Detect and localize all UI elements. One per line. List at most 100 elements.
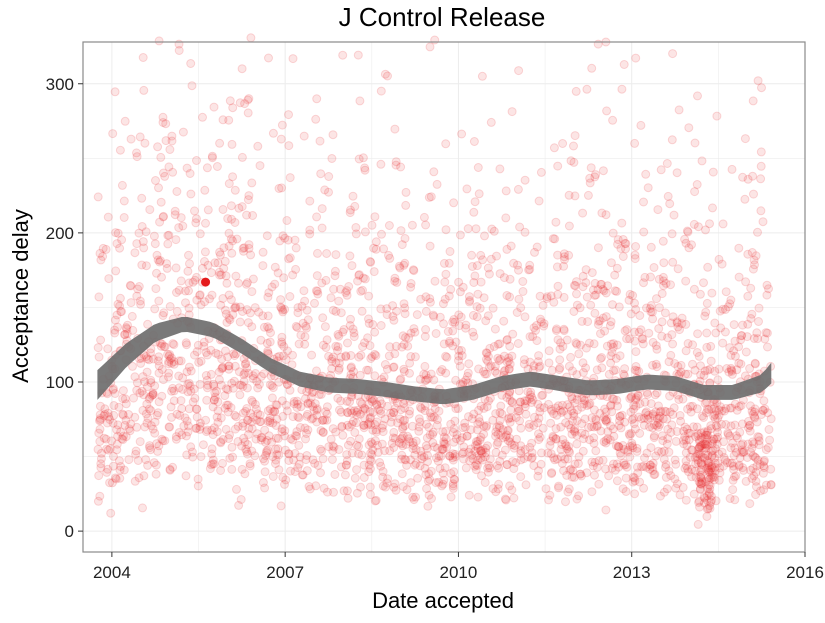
scatter-point bbox=[675, 490, 685, 500]
scatter-point bbox=[587, 63, 597, 73]
scatter-point bbox=[318, 340, 328, 350]
scatter-point bbox=[578, 282, 588, 292]
scatter-point bbox=[717, 447, 727, 457]
scatter-point bbox=[218, 294, 228, 303]
scatter-point bbox=[95, 491, 105, 501]
scatter-point bbox=[559, 252, 569, 262]
scatter-point bbox=[109, 451, 118, 461]
scatter-point bbox=[495, 416, 505, 426]
scatter-point bbox=[730, 336, 740, 346]
scatter-point bbox=[486, 117, 496, 127]
scatter-point bbox=[150, 304, 160, 314]
scatter-point bbox=[164, 351, 174, 361]
scatter-point bbox=[495, 408, 505, 417]
scatter-point bbox=[154, 397, 164, 407]
scatter-point bbox=[243, 415, 253, 425]
scatter-point bbox=[657, 331, 667, 341]
scatter-point bbox=[208, 459, 218, 469]
scatter-point bbox=[278, 305, 288, 315]
scatter-point bbox=[730, 399, 740, 409]
scatter-point bbox=[317, 446, 327, 456]
y-axis-title: Acceptance delay bbox=[8, 209, 33, 383]
scatter-point bbox=[365, 482, 375, 492]
scatter-point bbox=[709, 435, 719, 445]
scatter-point bbox=[725, 494, 735, 503]
scatter-point bbox=[658, 272, 668, 282]
scatter-point bbox=[172, 306, 182, 316]
scatter-point bbox=[754, 303, 764, 313]
scatter-point bbox=[209, 459, 219, 469]
scatter-point bbox=[367, 439, 377, 449]
scatter-point bbox=[503, 426, 512, 436]
scatter-point bbox=[646, 301, 656, 310]
scatter-point bbox=[138, 53, 148, 62]
scatter-point bbox=[271, 421, 281, 430]
scatter-point bbox=[539, 321, 549, 331]
scatter-point bbox=[333, 346, 342, 355]
scatter-point bbox=[279, 351, 288, 361]
scatter-point bbox=[360, 414, 370, 423]
scatter-point bbox=[334, 296, 344, 306]
scatter-point bbox=[307, 414, 316, 424]
scatter-point bbox=[171, 235, 181, 245]
scatter-point bbox=[705, 503, 715, 513]
scatter-point bbox=[477, 448, 487, 458]
scatter-point bbox=[475, 435, 485, 445]
scatter-point bbox=[614, 462, 624, 472]
scatter-point bbox=[512, 308, 522, 317]
scatter-point bbox=[666, 280, 675, 290]
scatter-point bbox=[360, 274, 370, 284]
scatter-point bbox=[636, 120, 646, 130]
scatter-point bbox=[292, 431, 302, 441]
scatter-point bbox=[527, 398, 537, 407]
scatter-point bbox=[628, 472, 638, 482]
scatter-point bbox=[625, 452, 635, 462]
scatter-point bbox=[568, 366, 577, 376]
scatter-point bbox=[628, 443, 638, 453]
scatter-point bbox=[753, 334, 763, 344]
scatter-point bbox=[252, 429, 262, 439]
scatter-point bbox=[128, 325, 138, 335]
scatter-point bbox=[659, 276, 668, 286]
scatter-point bbox=[560, 454, 570, 464]
scatter-point bbox=[694, 442, 704, 452]
scatter-point bbox=[224, 364, 234, 374]
scatter-point bbox=[460, 418, 470, 428]
scatter-point bbox=[313, 248, 322, 258]
scatter-point bbox=[328, 130, 338, 140]
scatter-point bbox=[521, 480, 531, 490]
scatter-point bbox=[116, 307, 126, 317]
scatter-point bbox=[108, 418, 118, 428]
scatter-point bbox=[448, 479, 458, 489]
scatter-point bbox=[244, 423, 254, 433]
scatter-point bbox=[342, 407, 352, 417]
scatter-point bbox=[555, 363, 565, 373]
scatter-point bbox=[496, 430, 506, 440]
scatter-point bbox=[609, 394, 619, 404]
scatter-point bbox=[151, 469, 161, 479]
scatter-point bbox=[559, 406, 568, 416]
scatter-point bbox=[208, 455, 218, 465]
scatter-point bbox=[534, 435, 544, 445]
scatter-point bbox=[690, 138, 700, 148]
scatter-point bbox=[464, 292, 474, 302]
scatter-point bbox=[215, 138, 225, 148]
scatter-point bbox=[338, 430, 348, 440]
scatter-point bbox=[737, 445, 747, 455]
scatter-point bbox=[202, 425, 212, 435]
scatter-point bbox=[725, 458, 735, 468]
scatter-point bbox=[398, 331, 408, 341]
scatter-point bbox=[753, 455, 763, 465]
scatter-point bbox=[765, 435, 775, 445]
scatter-point bbox=[333, 330, 343, 339]
scatter-point bbox=[312, 405, 322, 415]
scatter-point bbox=[671, 483, 681, 493]
scatter-point bbox=[570, 398, 580, 408]
scatter-point bbox=[240, 359, 250, 369]
scatter-point bbox=[529, 361, 539, 371]
scatter-point bbox=[354, 442, 363, 451]
scatter-point bbox=[695, 502, 705, 512]
scatter-point bbox=[746, 465, 755, 475]
scatter-point bbox=[551, 424, 561, 434]
scatter-point bbox=[450, 317, 460, 327]
